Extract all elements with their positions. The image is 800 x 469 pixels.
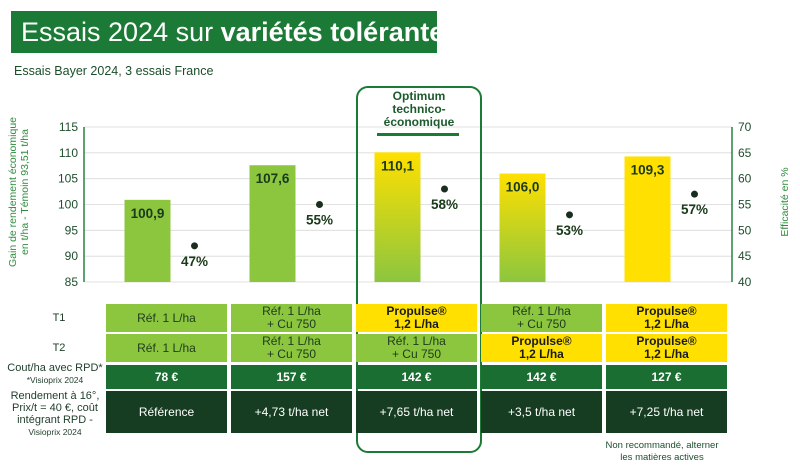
bar-5: [624, 156, 671, 282]
y-tick-label-right: 60: [738, 172, 752, 186]
y-tick-label-right: 65: [738, 146, 752, 160]
bar-4: [499, 173, 546, 282]
efficacy-label: 58%: [431, 197, 458, 212]
row-label-t2: T2: [52, 342, 66, 354]
y-tick-label-left: 105: [58, 172, 78, 186]
table-cell-t2: Propulse® 1,2 L/ha: [606, 334, 727, 362]
row-label-yield-note: Visioprix 2024: [28, 427, 82, 437]
y-tick-label-right: 70: [738, 120, 752, 134]
table-cell-yield: Référence: [106, 391, 227, 433]
row-label-t1: T1: [52, 312, 66, 324]
efficacy-point: [191, 242, 198, 250]
bar-value-label: 100,9: [131, 206, 165, 221]
y-tick-label-right: 50: [738, 223, 752, 237]
y-tick-label-left: 95: [65, 223, 79, 237]
bar-1: [124, 199, 171, 282]
efficacy-label: 53%: [556, 223, 583, 238]
y-tick-label-right: 55: [738, 198, 752, 212]
efficacy-label: 47%: [181, 254, 208, 269]
y-axis-label-right: Efficacité en %: [779, 167, 791, 237]
table-cell-yield: +7,25 t/ha net: [606, 391, 727, 433]
table-cell-cost: 127 €: [606, 365, 727, 389]
table-cell-yield: +7,65 t/ha net: [356, 391, 477, 433]
y-tick-label-left: 110: [59, 146, 78, 160]
y-tick-label-right: 45: [738, 249, 752, 263]
efficacy-label: 55%: [306, 213, 333, 228]
y-tick-label-left: 115: [59, 120, 78, 134]
optimum-label: Optimum technico- économique: [383, 89, 455, 129]
efficacy-label: 57%: [681, 202, 708, 217]
efficacy-point: [691, 190, 698, 198]
optimum-underline: [377, 133, 459, 136]
row-label-yield-text: Rendement à 16°, Prix/t = 40 €, coût int…: [10, 390, 100, 426]
footnote: Non recommandé, alterner les matières ac…: [605, 440, 719, 463]
row-label-cost: Cout/ha avec RPD* *Visioprix 2024: [4, 362, 106, 386]
table-cell-t2: Propulse® 1,2 L/ha: [481, 334, 602, 362]
table-cell-t2: Réf. 1 L/ha + Cu 750: [356, 334, 477, 362]
y-tick-label-left: 85: [65, 275, 79, 289]
y-axis-label-left: Gain de rendement économique en t/ha - T…: [7, 117, 31, 268]
y-tick-label-left: 90: [65, 249, 79, 263]
row-label-yield: Rendement à 16°, Prix/t = 40 €, coût int…: [4, 390, 106, 438]
table-cell-t2: Réf. 1 L/ha + Cu 750: [231, 334, 352, 362]
table-cell-t1: Réf. 1 L/ha: [106, 304, 227, 332]
table-cell-t1: Propulse® 1,2 L/ha: [606, 304, 727, 332]
table-cell-yield: +3,5 t/ha net: [481, 391, 602, 433]
bar-value-label: 109,3: [631, 162, 665, 177]
table-cell-t1: Réf. 1 L/ha + Cu 750: [481, 304, 602, 332]
page-title: Essais 2024 sur variétés tolérantes: [11, 11, 459, 53]
bar-value-label: 107,6: [256, 171, 290, 186]
row-label-cost-note: *Visioprix 2024: [26, 375, 84, 385]
table-cell-t1: Réf. 1 L/ha + Cu 750: [231, 304, 352, 332]
bar-value-label: 110,1: [381, 158, 415, 173]
y-tick-label-right: 40: [738, 275, 752, 289]
table-cell-yield: +4,73 t/ha net: [231, 391, 352, 433]
efficacy-point: [316, 201, 323, 208]
y-tick-label-left: 100: [58, 198, 78, 212]
table-cell-cost: 142 €: [481, 365, 602, 389]
table-cell-cost: 142 €: [356, 365, 477, 389]
row-label-cost-text: Cout/ha avec RPD*: [7, 362, 103, 374]
efficacy-point: [441, 185, 448, 193]
table-cell-t1: Propulse® 1,2 L/ha: [356, 304, 477, 332]
bar-3: [374, 152, 421, 282]
table-cell-cost: 157 €: [231, 365, 352, 389]
table-cell-t2: Réf. 1 L/ha: [106, 334, 227, 362]
bar-2: [249, 165, 296, 282]
bar-value-label: 106,0: [506, 180, 540, 195]
efficacy-point: [566, 211, 573, 219]
table-cell-cost: 78 €: [106, 365, 227, 389]
subtitle: Essais Bayer 2024, 3 essais France: [14, 64, 214, 78]
